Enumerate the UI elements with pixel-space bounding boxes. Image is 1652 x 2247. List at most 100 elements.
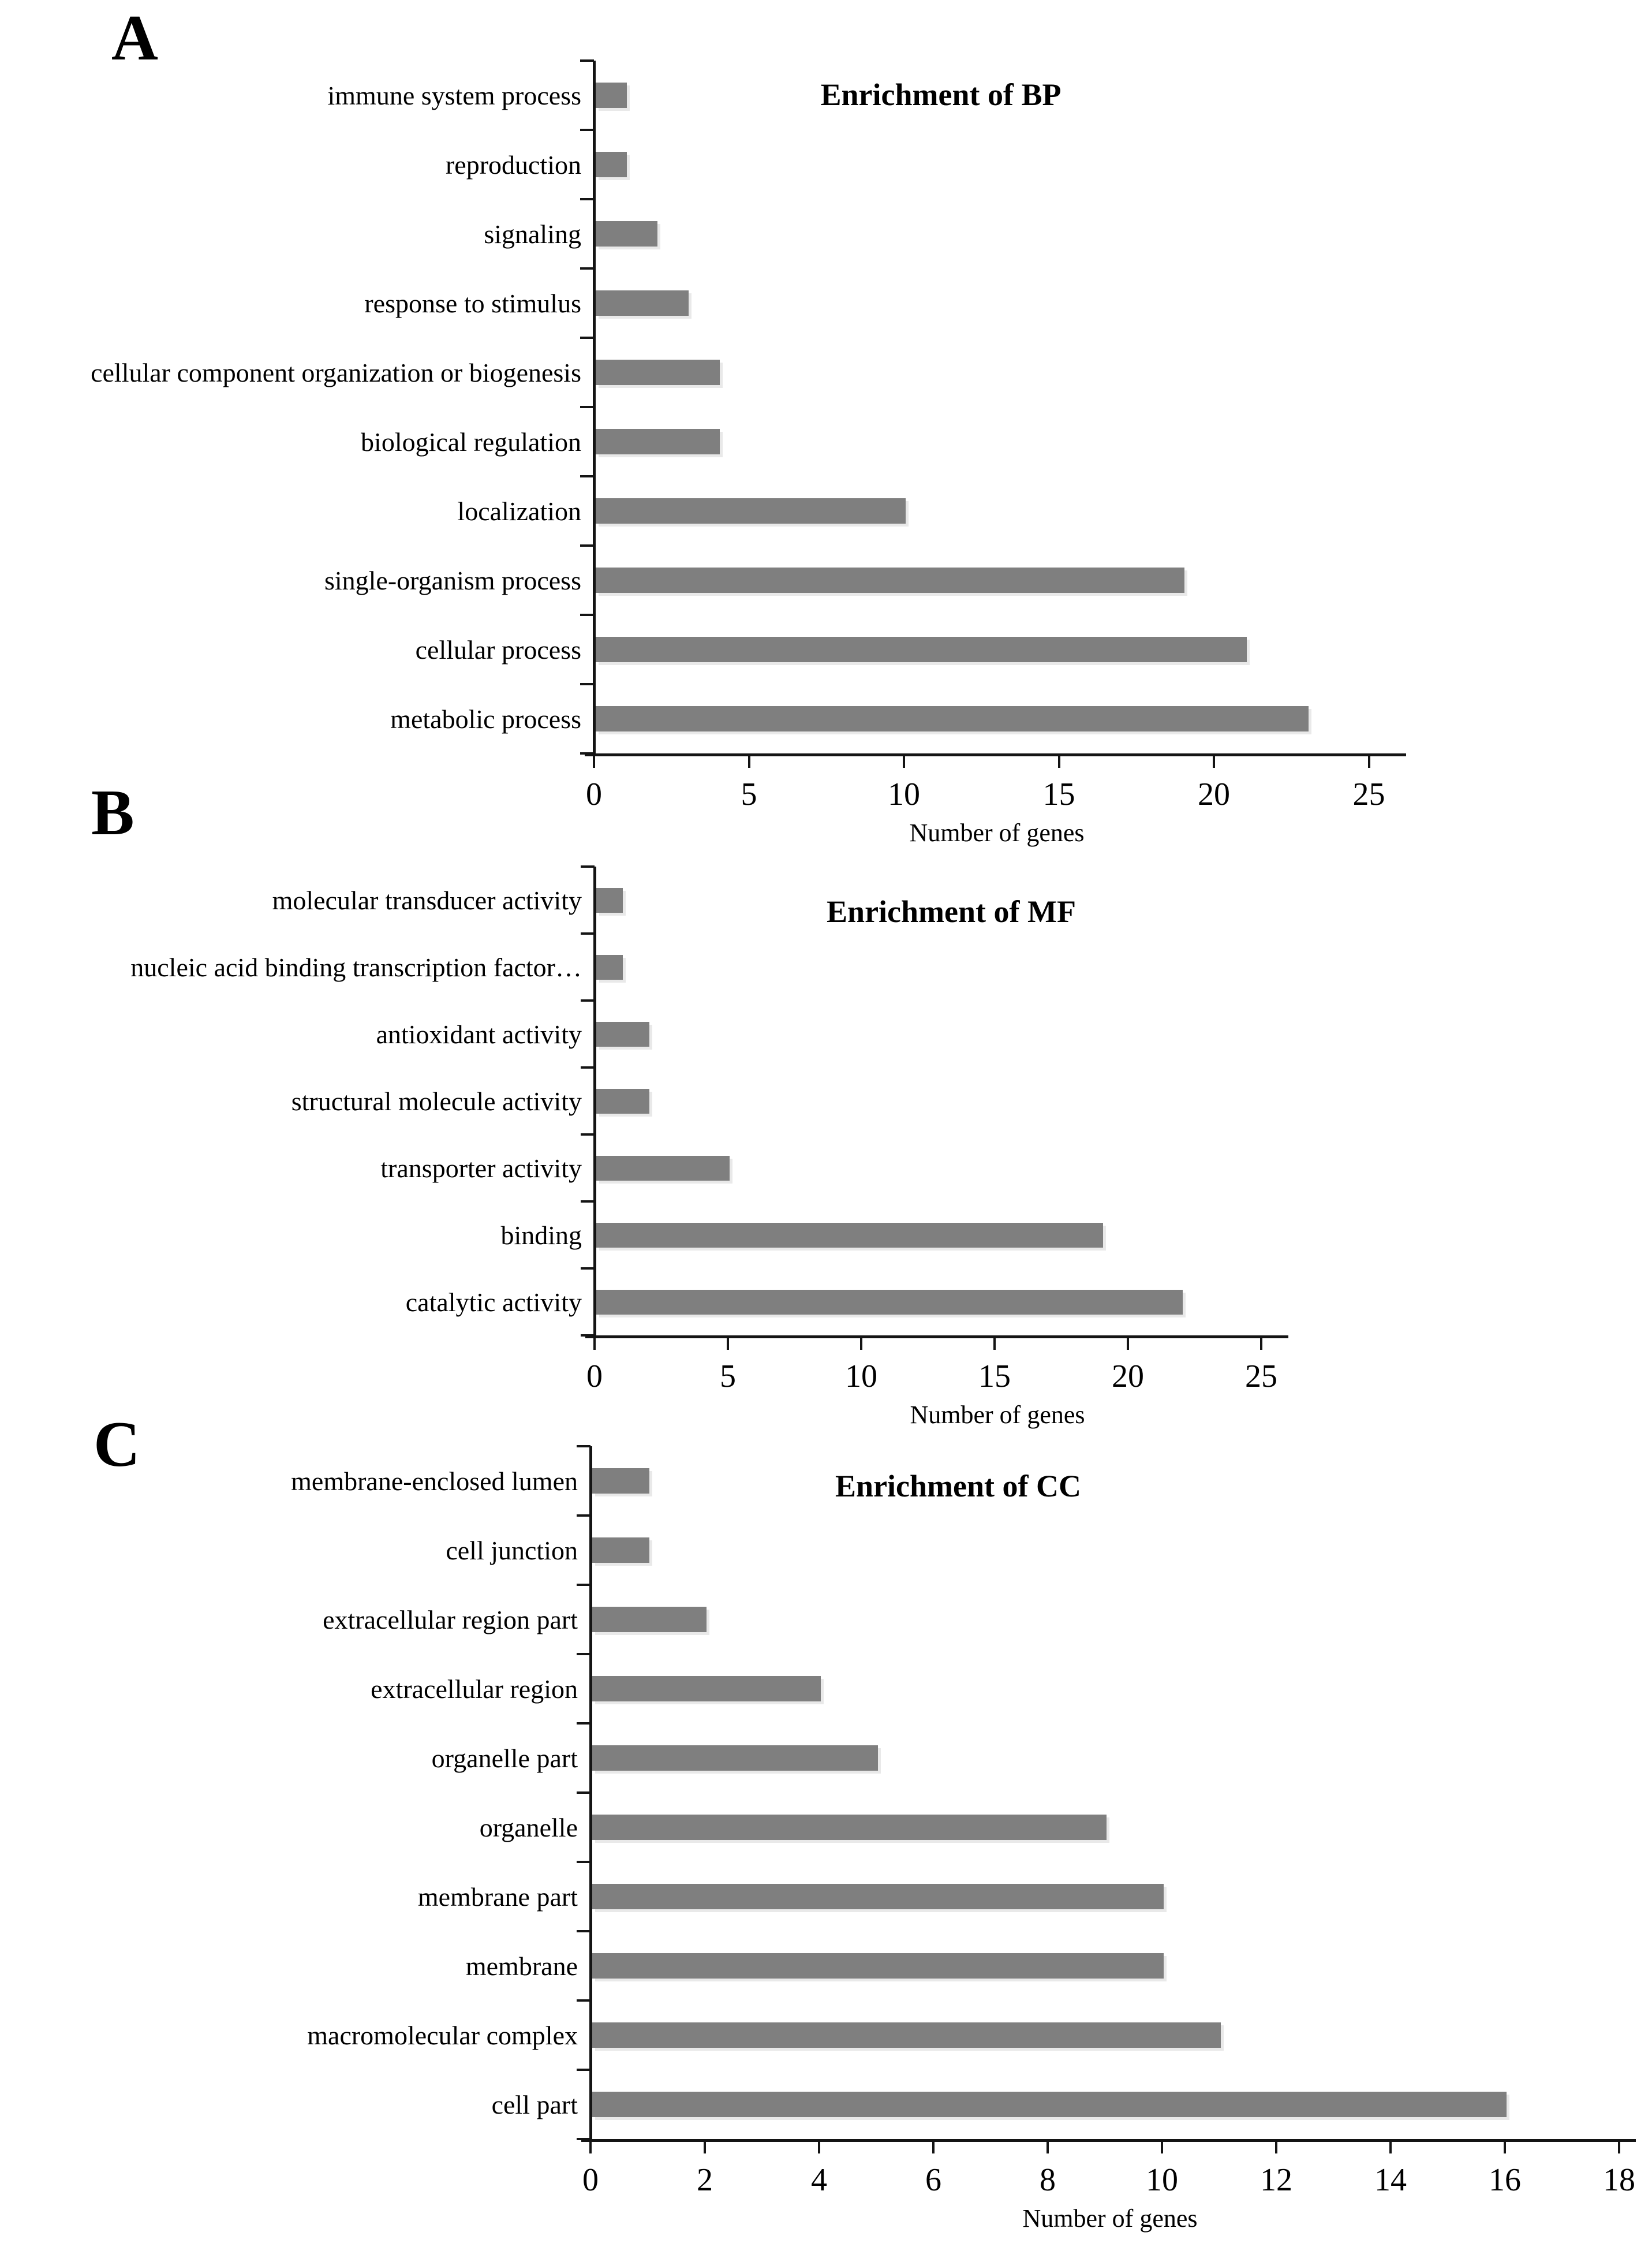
y-axis-tick xyxy=(580,267,594,270)
x-axis-tick xyxy=(1161,2142,1163,2153)
bar xyxy=(596,498,906,524)
y-axis-tick xyxy=(580,544,594,547)
bar xyxy=(592,1815,1107,1840)
y-axis-tick xyxy=(577,1514,590,1517)
y-axis-tick xyxy=(581,865,595,868)
y-axis xyxy=(589,1446,592,2141)
y-axis-tick xyxy=(577,1930,590,1932)
category-label: immune system process xyxy=(327,80,582,110)
x-tick-label: 18 xyxy=(1603,2162,1635,2198)
bar xyxy=(596,954,623,980)
x-axis xyxy=(585,1335,1288,1338)
x-axis-title-cc: Number of genes xyxy=(1022,2204,1198,2233)
x-tick-label: 2 xyxy=(697,2162,713,2198)
y-axis-tick xyxy=(581,1267,595,1270)
x-axis-tick xyxy=(1127,1338,1129,1350)
bar xyxy=(592,1884,1164,1909)
x-axis-title-mf: Number of genes xyxy=(910,1401,1085,1429)
y-axis-tick xyxy=(581,999,595,1002)
y-axis-tick xyxy=(581,932,595,935)
x-tick-label: 20 xyxy=(1198,777,1230,812)
x-axis-tick xyxy=(1618,2142,1620,2153)
x-axis-tick xyxy=(727,1338,729,1350)
x-tick-label: 12 xyxy=(1260,2162,1292,2198)
x-tick-label: 5 xyxy=(720,1358,736,1394)
x-axis-tick xyxy=(818,2142,820,2153)
panel-letter-c: C xyxy=(94,1409,140,1480)
x-axis-tick xyxy=(747,756,750,768)
bar xyxy=(592,1745,878,1771)
y-axis-tick xyxy=(581,1066,595,1069)
x-axis-tick xyxy=(932,2142,935,2153)
bar xyxy=(596,568,1184,593)
category-label: transporter activity xyxy=(380,1153,582,1183)
bar xyxy=(596,290,689,316)
bar xyxy=(592,1953,1164,1979)
chart-title-cc: Enrichment of CC xyxy=(835,1469,1081,1503)
bar xyxy=(596,1155,730,1181)
y-axis-tick xyxy=(577,1445,590,1447)
category-label: organelle part xyxy=(431,1743,578,1773)
x-tick-label: 0 xyxy=(586,1358,603,1394)
y-axis-tick xyxy=(577,1861,590,1863)
x-axis-tick xyxy=(1046,2142,1049,2153)
x-axis-tick xyxy=(993,1338,996,1350)
bar xyxy=(596,152,627,177)
category-label: membrane part xyxy=(417,1882,578,1912)
category-label: macromolecular complex xyxy=(307,2020,578,2050)
bar xyxy=(596,706,1309,731)
bar xyxy=(596,1289,1183,1315)
category-label: single-organism process xyxy=(324,565,581,595)
x-tick-label: 4 xyxy=(811,2162,827,2198)
x-axis-tick xyxy=(1213,756,1215,768)
bar xyxy=(592,1468,649,1494)
x-tick-label: 5 xyxy=(741,777,757,812)
category-label: biological regulation xyxy=(361,427,581,457)
bar xyxy=(596,1088,649,1114)
x-tick-label: 8 xyxy=(1040,2162,1056,2198)
y-axis-tick xyxy=(577,1999,590,2002)
y-axis-tick xyxy=(577,1584,590,1586)
x-axis-tick xyxy=(860,1338,862,1350)
y-axis xyxy=(593,867,596,1337)
y-axis-tick xyxy=(581,1133,595,1136)
category-label: extracellular region part xyxy=(323,1604,578,1634)
y-axis xyxy=(593,61,596,755)
x-tick-label: 6 xyxy=(925,2162,941,2198)
chart-title-mf: Enrichment of MF xyxy=(827,894,1076,929)
y-axis-tick xyxy=(580,475,594,477)
bar xyxy=(592,1537,649,1563)
bar xyxy=(596,1222,1103,1248)
category-label: extracellular region xyxy=(371,1674,578,1704)
x-axis-tick xyxy=(704,2142,706,2153)
x-axis-tick xyxy=(593,1338,596,1350)
bar xyxy=(592,1607,707,1632)
x-axis-tick xyxy=(1367,756,1370,768)
x-tick-label: 25 xyxy=(1352,777,1385,812)
category-label: binding xyxy=(500,1220,582,1250)
bar xyxy=(592,2092,1507,2117)
bar xyxy=(596,887,623,913)
bar xyxy=(596,83,627,108)
y-axis-tick xyxy=(577,2069,590,2071)
x-axis xyxy=(581,2139,1636,2142)
bar xyxy=(596,221,657,247)
x-tick-label: 10 xyxy=(1146,2162,1178,2198)
category-label: cell junction xyxy=(446,1535,578,1565)
x-tick-label: 15 xyxy=(1042,777,1075,812)
y-axis-tick xyxy=(577,1791,590,1794)
bar xyxy=(596,360,720,385)
panel-letter-a: A xyxy=(111,2,158,74)
y-axis-tick xyxy=(580,129,594,131)
bar xyxy=(596,429,720,454)
category-label: metabolic process xyxy=(390,704,581,734)
category-label: membrane xyxy=(465,1951,578,1981)
y-axis-tick xyxy=(580,683,594,685)
category-label: catalytic activity xyxy=(405,1287,582,1317)
x-tick-label: 0 xyxy=(586,777,602,812)
category-label: antioxidant activity xyxy=(376,1019,582,1049)
